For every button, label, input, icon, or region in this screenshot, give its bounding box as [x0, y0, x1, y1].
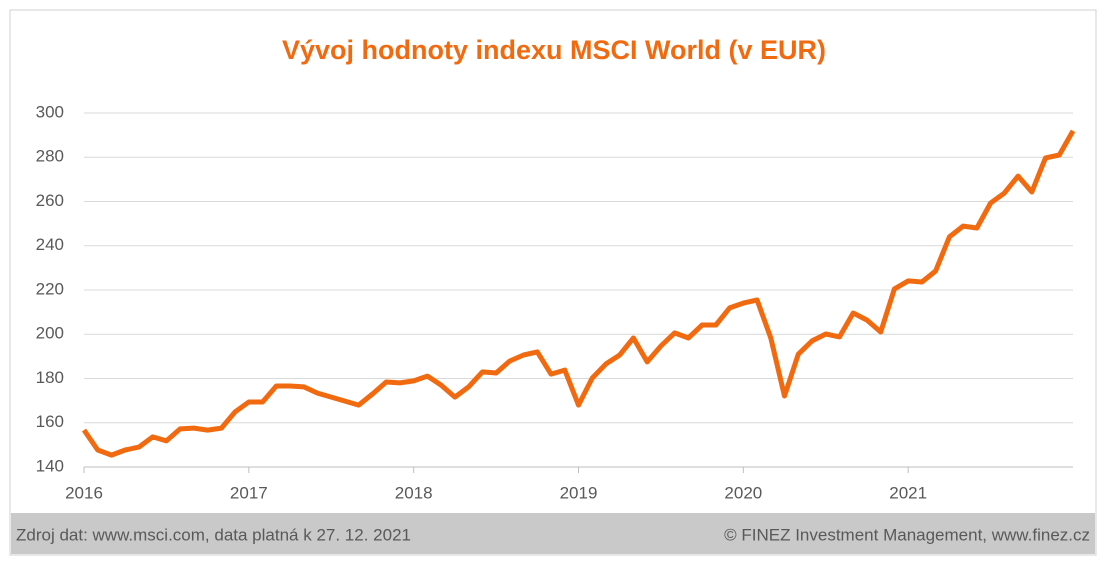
x-tick-label: 2017: [230, 483, 268, 502]
footer-band: [11, 513, 1095, 554]
x-tick-label: 2021: [889, 483, 927, 502]
y-tick-label: 300: [36, 102, 64, 121]
x-tick-label: 2020: [724, 483, 762, 502]
series-line: [81, 129, 1076, 458]
y-tick-label: 260: [36, 191, 64, 210]
y-tick-label: 160: [36, 412, 64, 431]
y-tick-label: 240: [36, 235, 64, 254]
y-tick-label: 140: [36, 456, 64, 475]
source-note: Zdroj dat: www.msci.com, data platná k 2…: [16, 525, 411, 544]
y-tick-label: 200: [36, 324, 64, 343]
copyright-note: © FINEZ Investment Management, www.finez…: [724, 525, 1090, 544]
x-tick-label: 2018: [395, 483, 433, 502]
x-tick-label: 2016: [65, 483, 103, 502]
y-tick-label: 220: [36, 279, 64, 298]
x-tick-label: 2019: [560, 483, 598, 502]
y-tick-label: 280: [36, 147, 64, 166]
y-tick-label: 180: [36, 368, 64, 387]
chart-frame: [9, 9, 1097, 556]
chart-title: Vývoj hodnoty indexu MSCI World (v EUR): [282, 35, 826, 65]
